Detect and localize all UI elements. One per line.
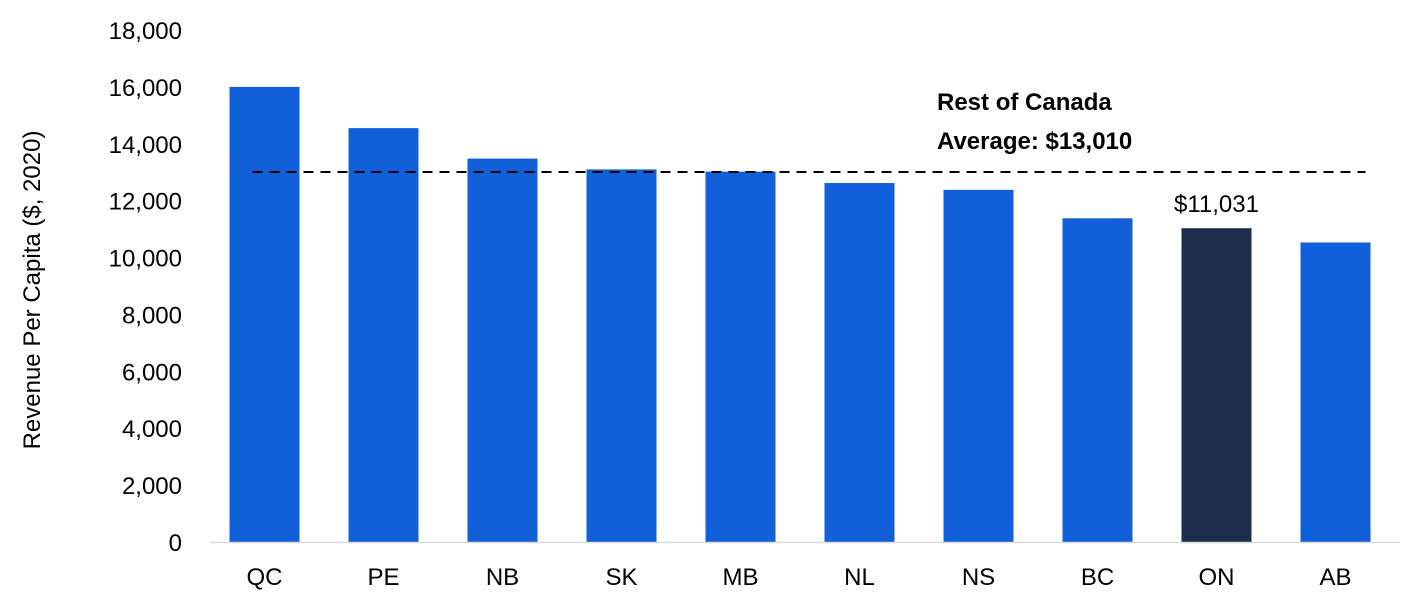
- y-tick-label: 8,000: [122, 302, 182, 329]
- bar-nl: [824, 183, 895, 542]
- x-tick-label-bc: BC: [1081, 564, 1114, 591]
- y-tick-label: 14,000: [109, 132, 182, 159]
- ontario-data-label: $11,031: [1174, 191, 1259, 218]
- y-tick-label: 12,000: [109, 189, 182, 216]
- y-tick-label: 10,000: [109, 246, 182, 273]
- y-tick-label: 6,000: [122, 359, 182, 386]
- y-tick-label: 2,000: [122, 473, 182, 500]
- bar-pe: [348, 128, 419, 542]
- bar-mb: [705, 171, 776, 543]
- x-tick-label-ab: AB: [1319, 564, 1351, 591]
- y-axis-label: Revenue Per Capita ($, 2020): [19, 131, 46, 450]
- x-tick-label-ns: NS: [962, 564, 995, 591]
- bar-ns: [943, 189, 1014, 542]
- x-tick-label-on: ON: [1199, 564, 1235, 591]
- bar-sk: [586, 169, 657, 542]
- y-axis-ticks: 0 2,000 4,000 6,000 8,000 10,000 12,000 14,000 1…: [109, 18, 182, 557]
- x-tick-label-nl: NL: [844, 564, 875, 591]
- x-axis-ticks: QC PE NB SK MB NL NS BC ON AB: [247, 564, 1352, 591]
- y-tick-label: 4,000: [122, 416, 182, 443]
- reference-line-label-2: Average: $13,010: [937, 128, 1132, 155]
- x-tick-label-mb: MB: [723, 564, 759, 591]
- bar-nb: [467, 158, 538, 542]
- bar-qc: [229, 86, 300, 542]
- bar-on: [1181, 228, 1252, 542]
- y-tick-label: 18,000: [109, 18, 182, 45]
- bars: [229, 86, 1371, 543]
- reference-line-label-1: Rest of Canada: [937, 89, 1112, 116]
- bar-ab: [1300, 242, 1371, 543]
- x-tick-label-nb: NB: [486, 564, 519, 591]
- x-tick-label-pe: PE: [367, 564, 399, 591]
- y-tick-label: 0: [169, 530, 182, 557]
- y-tick-label: 16,000: [109, 75, 182, 102]
- x-tick-label-sk: SK: [605, 564, 637, 591]
- bar-bc: [1062, 218, 1133, 542]
- x-tick-label-qc: QC: [247, 564, 283, 591]
